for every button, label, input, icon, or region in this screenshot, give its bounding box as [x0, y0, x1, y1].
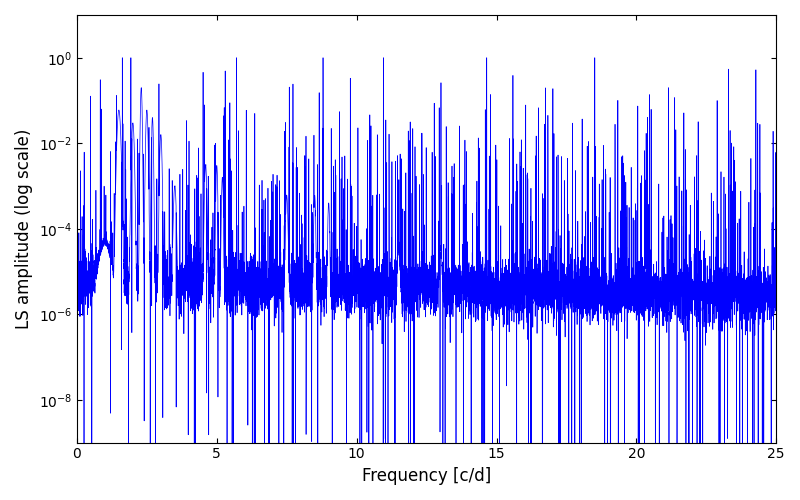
Y-axis label: LS amplitude (log scale): LS amplitude (log scale): [15, 128, 33, 329]
X-axis label: Frequency [c/d]: Frequency [c/d]: [362, 467, 491, 485]
